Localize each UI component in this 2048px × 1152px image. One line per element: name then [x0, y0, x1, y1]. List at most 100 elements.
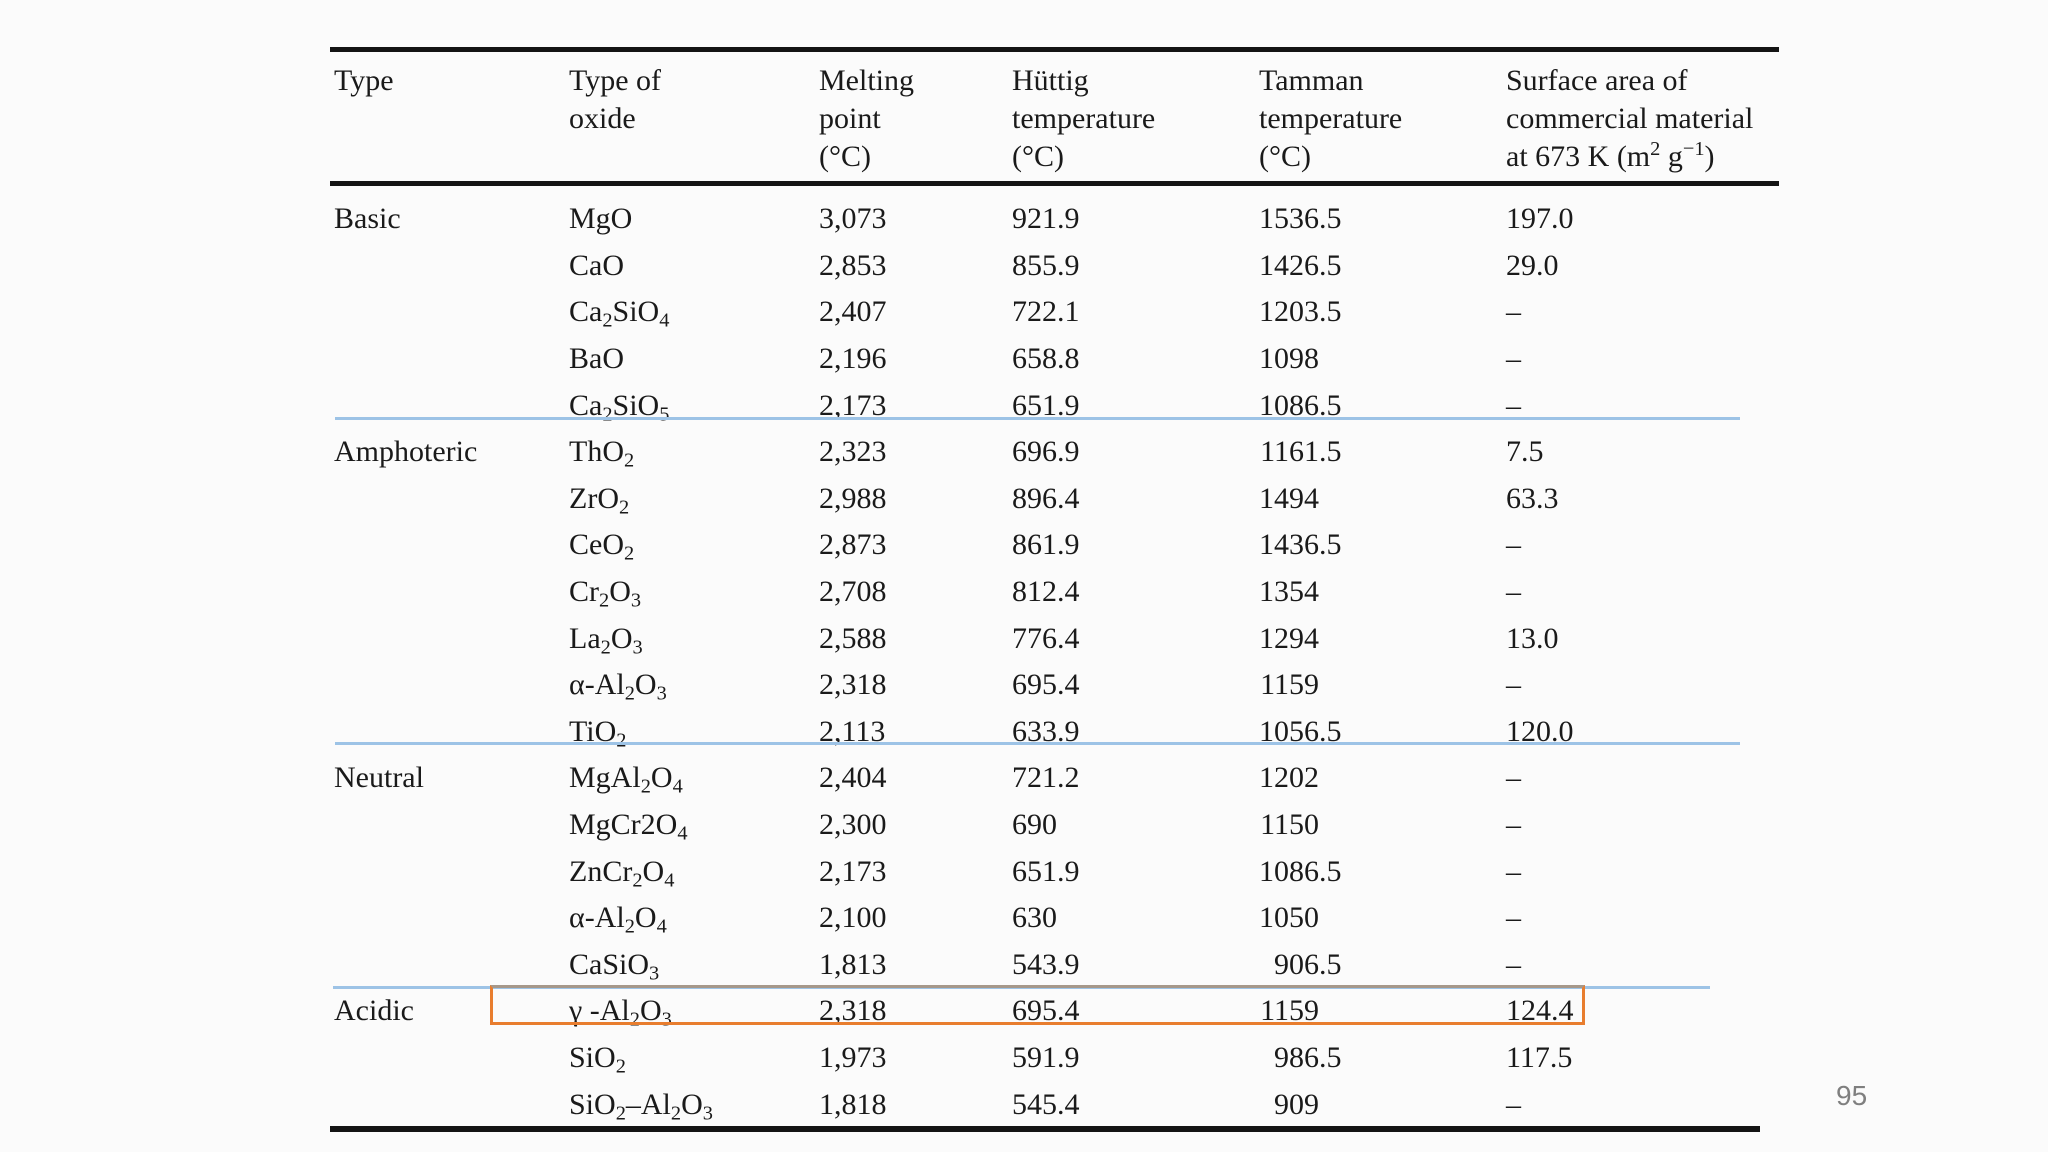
cell-huttig-temperature: 695.4	[1012, 668, 1080, 702]
cell-oxide: γ -Al2O3	[569, 994, 672, 1032]
table-row: Cr2O3 2,708 812.4 1354 –	[332, 569, 1780, 616]
cell-tamman-temperature: 1086.5	[1259, 854, 1342, 888]
table-row: SiO2 1,973 591.9 986.5 117.5	[332, 1035, 1780, 1082]
column-header-huttig: Hüttig temperature (°C)	[1012, 62, 1155, 176]
tamman-integer-part: 1150	[1260, 808, 1319, 842]
cell-oxide: CaO	[569, 248, 624, 282]
tamman-integer-part: 1050	[1259, 901, 1319, 935]
cell-huttig-temperature: 812.4	[1012, 575, 1080, 609]
cell-melting-point: 1,973	[819, 1040, 887, 1074]
cell-huttig-temperature: 722.1	[1012, 295, 1080, 329]
tamman-integer-part: 1098	[1259, 342, 1319, 376]
tamman-integer-part: 1294	[1259, 621, 1319, 655]
table-row: Basic MgO 3,073 921.9 1536.5 197.0	[332, 196, 1780, 243]
column-header-tamman: Tamman temperature (°C)	[1259, 62, 1402, 176]
tamman-integer-part: 1436	[1259, 528, 1319, 562]
cell-tamman-temperature: 1426.5	[1259, 248, 1342, 282]
cell-tamman-temperature: 906.5	[1259, 948, 1506, 982]
column-header-line: Hüttig	[1012, 64, 1089, 97]
cell-melting-point: 2,853	[819, 248, 887, 282]
column-header-oxide: Type of oxide	[569, 62, 661, 138]
table-row: TiO2 2,113 633.9 1056.5 120.0	[332, 709, 1780, 756]
table-header: Type Type of oxide Melting point (°C) Hüttig te…	[332, 62, 1780, 180]
cell-melting-point: 1,818	[819, 1087, 887, 1121]
cell-surface-area: –	[1506, 808, 1521, 842]
cell-surface-area: –	[1506, 947, 1521, 981]
cell-huttig-temperature: 861.9	[1012, 528, 1080, 562]
cell-surface-area: –	[1506, 342, 1521, 376]
cell-surface-area: –	[1506, 668, 1521, 702]
cell-melting-point: 2,873	[819, 528, 887, 562]
cell-oxide: BaO	[569, 342, 624, 376]
cell-oxide: ThO2	[569, 435, 635, 472]
cell-huttig-temperature: 651.9	[1012, 854, 1080, 888]
cell-tamman-temperature: 1159	[1259, 668, 1506, 702]
table-row: BaO 2,196 658.8 1098 –	[332, 336, 1780, 383]
cell-surface-area: –	[1506, 295, 1521, 329]
cell-huttig-temperature: 591.9	[1012, 1040, 1080, 1074]
column-header-line: (°C)	[1012, 140, 1064, 173]
cell-surface-area: –	[1506, 528, 1521, 562]
table-row: Ca2SiO5 2,173 651.9 1086.5 –	[332, 382, 1780, 429]
cell-tamman-temperature: 1354	[1259, 575, 1506, 609]
table-row: α-Al2O3 2,318 695.4 1159 –	[332, 662, 1780, 709]
cell-type: Basic	[334, 202, 401, 236]
cell-oxide: MgCr2O4	[569, 808, 688, 845]
highlight-box-gamma-alumina-row	[490, 985, 1585, 1025]
tamman-integer-part: 1354	[1259, 575, 1319, 609]
cell-oxide: SiO2–Al2O3	[569, 1087, 713, 1125]
cell-oxide: CeO2	[569, 528, 635, 566]
cell-surface-area: 29.0	[1506, 248, 1559, 282]
table-row: Neutral MgAl2O4 2,404 721.2 1202 –	[332, 755, 1780, 802]
table-row: CeO2 2,873 861.9 1436.5 –	[332, 522, 1780, 569]
cell-melting-point: 2,588	[819, 621, 887, 655]
cell-melting-point: 2,708	[819, 575, 887, 609]
table-row: ZrO2 2,988 896.4 1494 63.3	[332, 476, 1780, 523]
cell-oxide: α-Al2O4	[569, 901, 667, 938]
tamman-integer-part: 1203	[1259, 295, 1319, 329]
cell-oxide: MgO	[569, 202, 633, 236]
cell-tamman-temperature: 1161.5	[1260, 435, 1342, 469]
cell-tamman-temperature: 1050	[1259, 901, 1506, 935]
cell-oxide: Cr2O3	[569, 575, 642, 612]
section-separator-amphoteric-neutral	[335, 742, 1740, 745]
cell-melting-point: 3,073	[819, 202, 887, 236]
table-row: CaSiO3 1,813 543.9 906.5–	[332, 942, 1780, 989]
column-header-type: Type	[334, 62, 394, 100]
cell-surface-area: –	[1506, 1087, 1521, 1121]
column-header-melting: Melting point (°C)	[819, 62, 914, 176]
table-row: SiO2–Al2O3 1,818 545.4 909 –	[332, 1081, 1780, 1128]
cell-type: Neutral	[334, 761, 424, 795]
column-header-line: Melting	[819, 64, 914, 97]
cell-melting-point: 2,100	[819, 901, 887, 935]
tamman-integer-part: 986	[1274, 1040, 1319, 1074]
cell-huttig-temperature: 696.9	[1012, 435, 1080, 469]
table-row: MgCr2O4 2,300 690 1150 –	[332, 802, 1780, 849]
column-header-line: Type of	[569, 64, 662, 97]
cell-type: Amphoteric	[334, 435, 478, 469]
cell-oxide: ZnCr2O4	[569, 854, 675, 892]
cell-oxide: α-Al2O3	[569, 668, 667, 705]
cell-tamman-temperature: 1150	[1259, 808, 1506, 842]
cell-tamman-temperature: 1202	[1259, 761, 1506, 795]
cell-surface-area: 197.0	[1506, 202, 1574, 236]
cell-melting-point: 2,988	[819, 481, 887, 515]
tamman-integer-part: 1159	[1260, 994, 1319, 1028]
cell-surface-area: 7.5	[1506, 435, 1544, 469]
cell-surface-area: 117.5	[1506, 1040, 1573, 1074]
cell-tamman-temperature: 1436.5	[1259, 528, 1342, 562]
cell-tamman-temperature: 1086.5	[1259, 388, 1342, 422]
table-row: Amphoteric ThO2 2,323 696.9 1161.5 7.5	[332, 429, 1780, 476]
cell-huttig-temperature: 721.2	[1012, 761, 1080, 795]
tamman-integer-part: 906	[1274, 947, 1319, 981]
cell-huttig-temperature: 545.4	[1012, 1087, 1080, 1121]
cell-surface-area: –	[1506, 761, 1521, 795]
tamman-integer-part: 1161	[1260, 435, 1319, 469]
cell-oxide: MgAl2O4	[569, 761, 683, 799]
column-header-line: temperature	[1012, 102, 1156, 135]
column-header-line: at 673 K (m2 g−1)	[1506, 137, 1715, 173]
table-row: CaO 2,853 855.9 1426.5 29.0	[332, 243, 1780, 290]
table-row: α-Al2O4 2,100 630 1050 –	[332, 895, 1780, 942]
tamman-integer-part: 1159	[1260, 668, 1319, 702]
